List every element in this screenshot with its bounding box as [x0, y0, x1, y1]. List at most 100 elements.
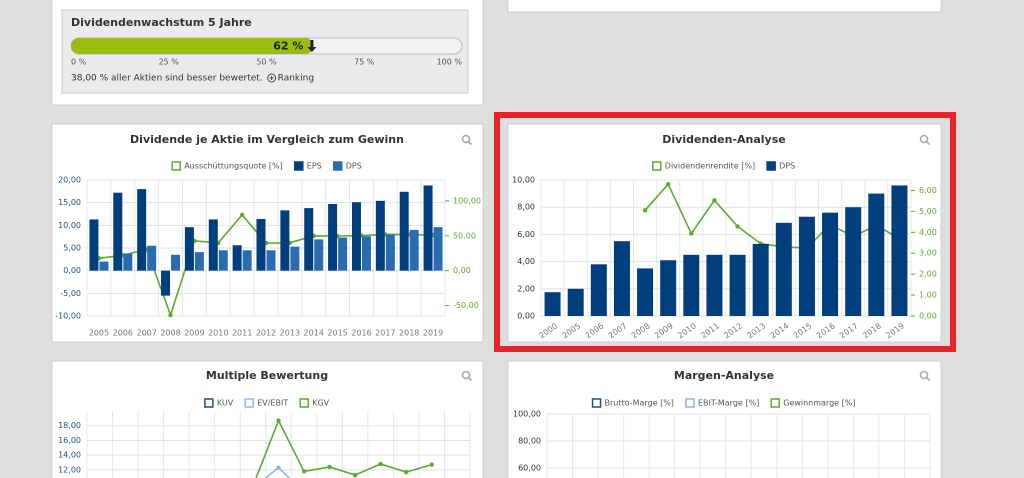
legend-label[interactable]: EBIT-Marge [%] — [698, 399, 759, 408]
legend-swatch — [299, 398, 309, 408]
point — [378, 461, 383, 467]
progress-tick: 50 % — [256, 58, 277, 67]
bar — [729, 254, 746, 316]
point — [276, 418, 281, 423]
y-tick-label: 15,00 — [58, 198, 81, 207]
point — [239, 212, 245, 218]
legend-label[interactable]: EV/EBIT — [257, 399, 288, 408]
y2-tick-label: -50,00 — [453, 301, 479, 310]
ranking-link[interactable]: Ranking — [278, 74, 314, 84]
x-tick-label: 2015 — [327, 329, 347, 338]
legend: Dividendenrendite [%] DPS — [652, 161, 795, 171]
bar — [385, 234, 395, 271]
legend-swatch — [244, 398, 254, 408]
y2-tick-label: 4,00 — [919, 228, 937, 237]
legend-label[interactable]: Ausschüttungsquote [%] — [184, 162, 283, 171]
y-tick-label: -10,00 — [55, 312, 81, 321]
legend-swatch — [332, 161, 343, 171]
progress-tick: 0 % — [71, 58, 87, 67]
y2-tick-label: 1,00 — [919, 291, 937, 300]
y-tick-label: 12,00 — [58, 465, 81, 474]
legend: KUV EV/EBIT KGV — [204, 398, 330, 408]
point — [689, 231, 694, 236]
x-tick-label: 2005 — [89, 329, 109, 338]
progress-label: 62 % — [273, 40, 303, 53]
point — [327, 464, 332, 470]
bar — [433, 227, 443, 271]
ranking-icon[interactable] — [267, 73, 277, 83]
bar — [304, 208, 314, 271]
legend-swatch — [770, 398, 780, 408]
y-tick-label: 14,00 — [58, 451, 81, 460]
point — [168, 312, 173, 318]
bar — [822, 212, 839, 316]
chart-title: Dividenden-Analyse — [662, 133, 785, 146]
x-tick-label: 2008 — [160, 329, 180, 338]
y-tick-label: 80,00 — [518, 437, 541, 446]
legend-swatch — [171, 161, 181, 171]
highlight-frame — [494, 112, 956, 352]
point — [735, 224, 740, 229]
x-tick-label: 2012 — [256, 329, 276, 338]
legend: Ausschüttungsquote [%] EPS DPS — [171, 161, 362, 171]
legend: Brutto-Marge [%] EBIT-Marge [%] Gewinnmarg… — [591, 398, 855, 408]
bar — [544, 292, 561, 316]
x-tick-label: 2014 — [304, 329, 324, 338]
bar — [314, 239, 324, 271]
x-tick-label: 2009 — [184, 329, 204, 338]
search-icons[interactable] — [461, 134, 931, 382]
legend-label[interactable]: DPS — [779, 162, 795, 171]
bar — [868, 193, 885, 316]
line — [255, 418, 432, 478]
point — [429, 462, 434, 467]
bar — [660, 260, 677, 316]
y-tick-label: 60,00 — [518, 464, 541, 473]
y2-tick-label: 5,00 — [919, 207, 937, 216]
y-tick-label: 0,00 — [517, 312, 535, 321]
x-tick-label: 2016 — [351, 329, 371, 338]
y-tick-label: 4,00 — [517, 257, 535, 266]
bar — [218, 250, 228, 271]
legend-swatch — [591, 398, 602, 408]
bar — [242, 250, 252, 271]
legend-swatch — [685, 398, 695, 408]
y2-tick-label: 100,00 — [453, 196, 481, 205]
progress-tick: 25 % — [159, 58, 180, 67]
x-tick-label: 2018 — [399, 329, 419, 338]
bar — [147, 245, 157, 271]
legend-label[interactable]: EPS — [307, 162, 322, 171]
bar — [232, 245, 242, 271]
bar — [637, 268, 654, 316]
bar — [161, 270, 171, 296]
bar — [683, 254, 700, 316]
point — [301, 469, 307, 474]
legend-label[interactable]: Gewinnmarge [%] — [783, 399, 855, 408]
legend-label[interactable]: KGV — [312, 399, 329, 408]
legend-label[interactable]: Brutto-Marge [%] — [605, 399, 674, 408]
ranking-icon[interactable] — [269, 76, 274, 80]
x-tick-label: 2011 — [232, 329, 252, 338]
legend-swatch — [766, 161, 776, 171]
bar — [338, 237, 348, 271]
chart-title: Margen-Analyse — [674, 369, 774, 382]
legend-swatch — [652, 161, 662, 171]
bar — [351, 202, 361, 271]
y-tick-label: 10,00 — [58, 221, 81, 230]
legend-label[interactable]: Dividendenrendite [%] — [665, 162, 755, 171]
y-tick-label: 2,00 — [517, 284, 535, 293]
point — [712, 198, 717, 203]
bar — [194, 252, 204, 271]
bar — [290, 246, 300, 271]
chart-panel — [51, 360, 484, 478]
bar — [208, 219, 218, 271]
bar — [752, 243, 769, 316]
legend-label[interactable]: KUV — [217, 399, 234, 408]
rating-note: 38,00 % aller Aktien sind besser bewerte… — [71, 74, 263, 84]
bar — [567, 288, 584, 316]
bar — [89, 219, 99, 271]
y2-tick-label: 0,00 — [453, 266, 471, 275]
legend-label[interactable]: DPS — [346, 162, 362, 171]
point — [352, 472, 358, 478]
bar — [590, 264, 607, 316]
